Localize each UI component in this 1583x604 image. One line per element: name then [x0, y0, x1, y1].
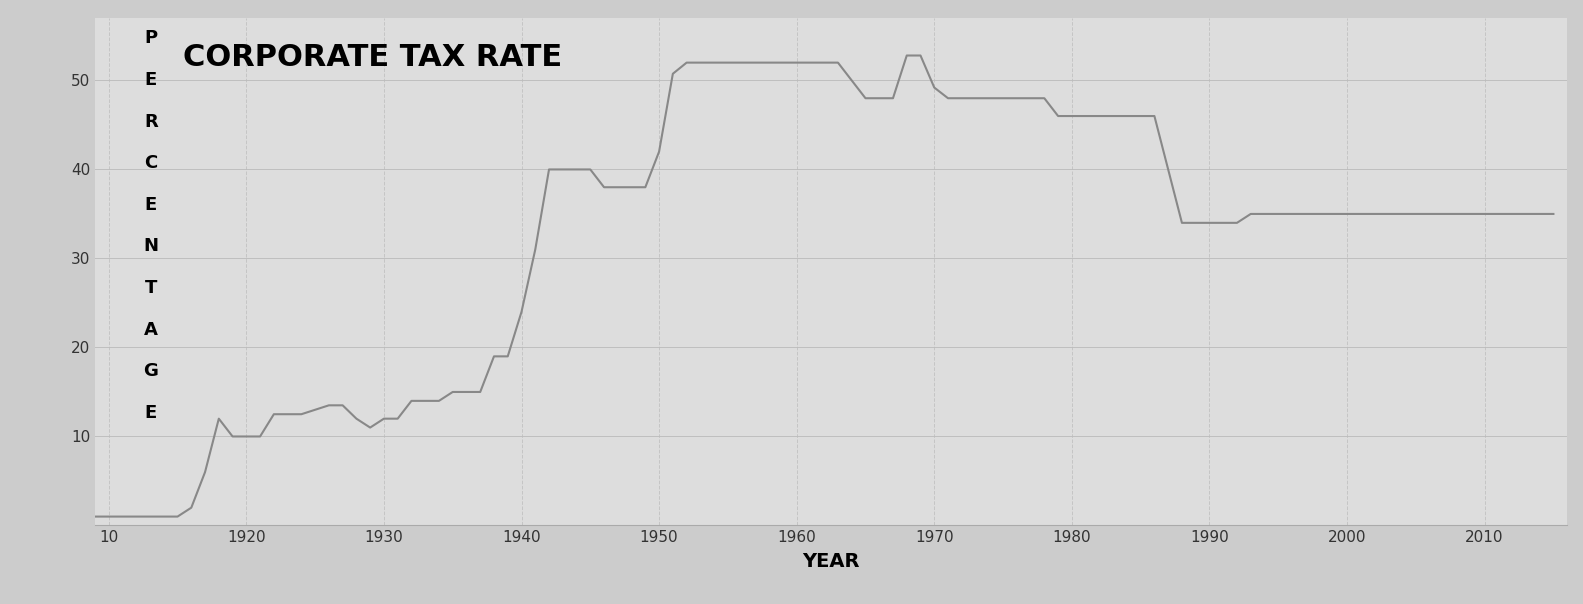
Text: E: E — [144, 196, 157, 214]
Text: E: E — [144, 404, 157, 422]
Text: CORPORATE TAX RATE: CORPORATE TAX RATE — [184, 43, 562, 72]
Text: T: T — [144, 279, 157, 297]
Text: C: C — [144, 154, 158, 172]
Text: G: G — [144, 362, 158, 381]
Text: R: R — [144, 112, 158, 130]
X-axis label: YEAR: YEAR — [803, 552, 860, 571]
Text: A: A — [144, 321, 158, 339]
Text: E: E — [144, 71, 157, 89]
Text: N: N — [144, 237, 158, 255]
Text: P: P — [144, 30, 157, 48]
